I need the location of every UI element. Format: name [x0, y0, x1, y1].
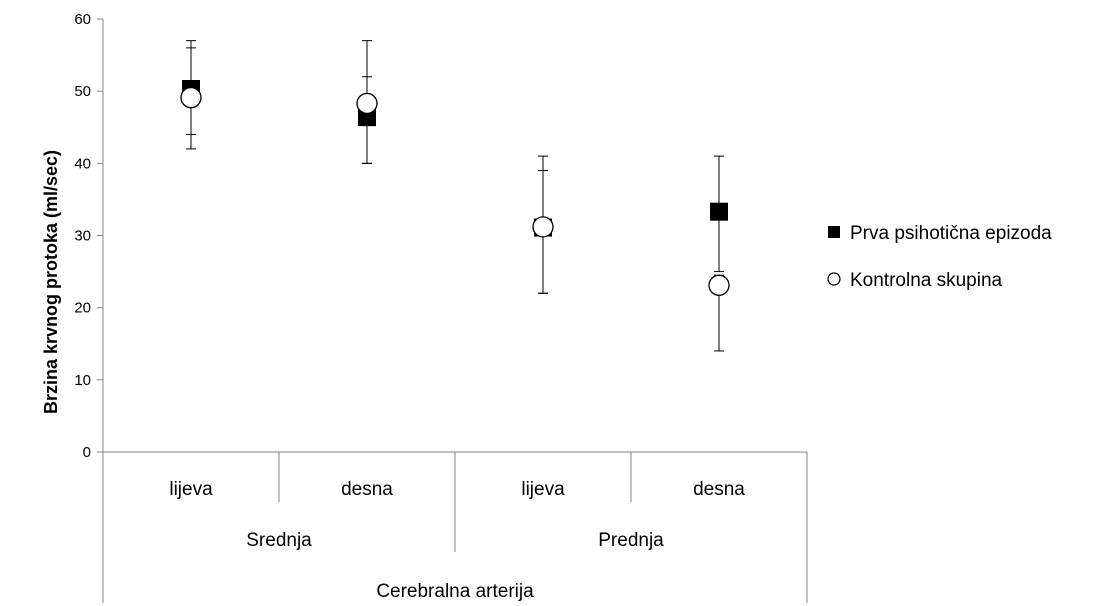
category-label: desna — [693, 479, 745, 500]
y-tick-label: 20 — [74, 300, 91, 317]
category-label: lijeva — [169, 479, 213, 500]
y-tick-label: 60 — [74, 11, 91, 28]
y-tick-label: 30 — [74, 228, 91, 245]
data-markers — [180, 80, 730, 296]
y-tick-label: 10 — [74, 372, 91, 389]
legend: Prva psihotična epizoda Kontrolna skupina — [827, 223, 1052, 291]
category-label: lijeva — [521, 479, 565, 500]
legend-label: Kontrolna skupina — [850, 270, 1003, 291]
y-tick-label: 0 — [83, 444, 91, 461]
x-axis-categories: lijeva desna lijeva desna Srednja Prednja Cere… — [169, 452, 808, 603]
data-point-square — [710, 202, 728, 221]
category-label: desna — [341, 479, 393, 500]
legend-circle-icon — [827, 272, 841, 286]
data-point-circle — [708, 274, 730, 296]
error-bars — [186, 40, 724, 352]
legend-square-icon — [828, 226, 840, 238]
legend-label: Prva psihotična epizoda — [850, 223, 1052, 244]
data-point-circle — [356, 92, 378, 115]
category-supergroup-label: Cerebralna arterija — [376, 581, 534, 602]
category-group-label: Srednja — [246, 530, 312, 551]
y-axis-ticks: 0 10 20 30 40 50 60 — [74, 11, 103, 461]
y-tick-label: 40 — [74, 155, 91, 172]
category-group-label: Prednja — [598, 530, 664, 551]
y-axis-label: Brzina krvnog protoka (ml/sec) — [41, 150, 61, 414]
legend-item: Kontrolna skupina — [827, 270, 1003, 291]
y-tick-label: 50 — [74, 83, 91, 100]
legend-item: Prva psihotična epizoda — [828, 223, 1052, 244]
data-point-circle — [532, 216, 554, 238]
data-point-circle — [180, 87, 202, 109]
